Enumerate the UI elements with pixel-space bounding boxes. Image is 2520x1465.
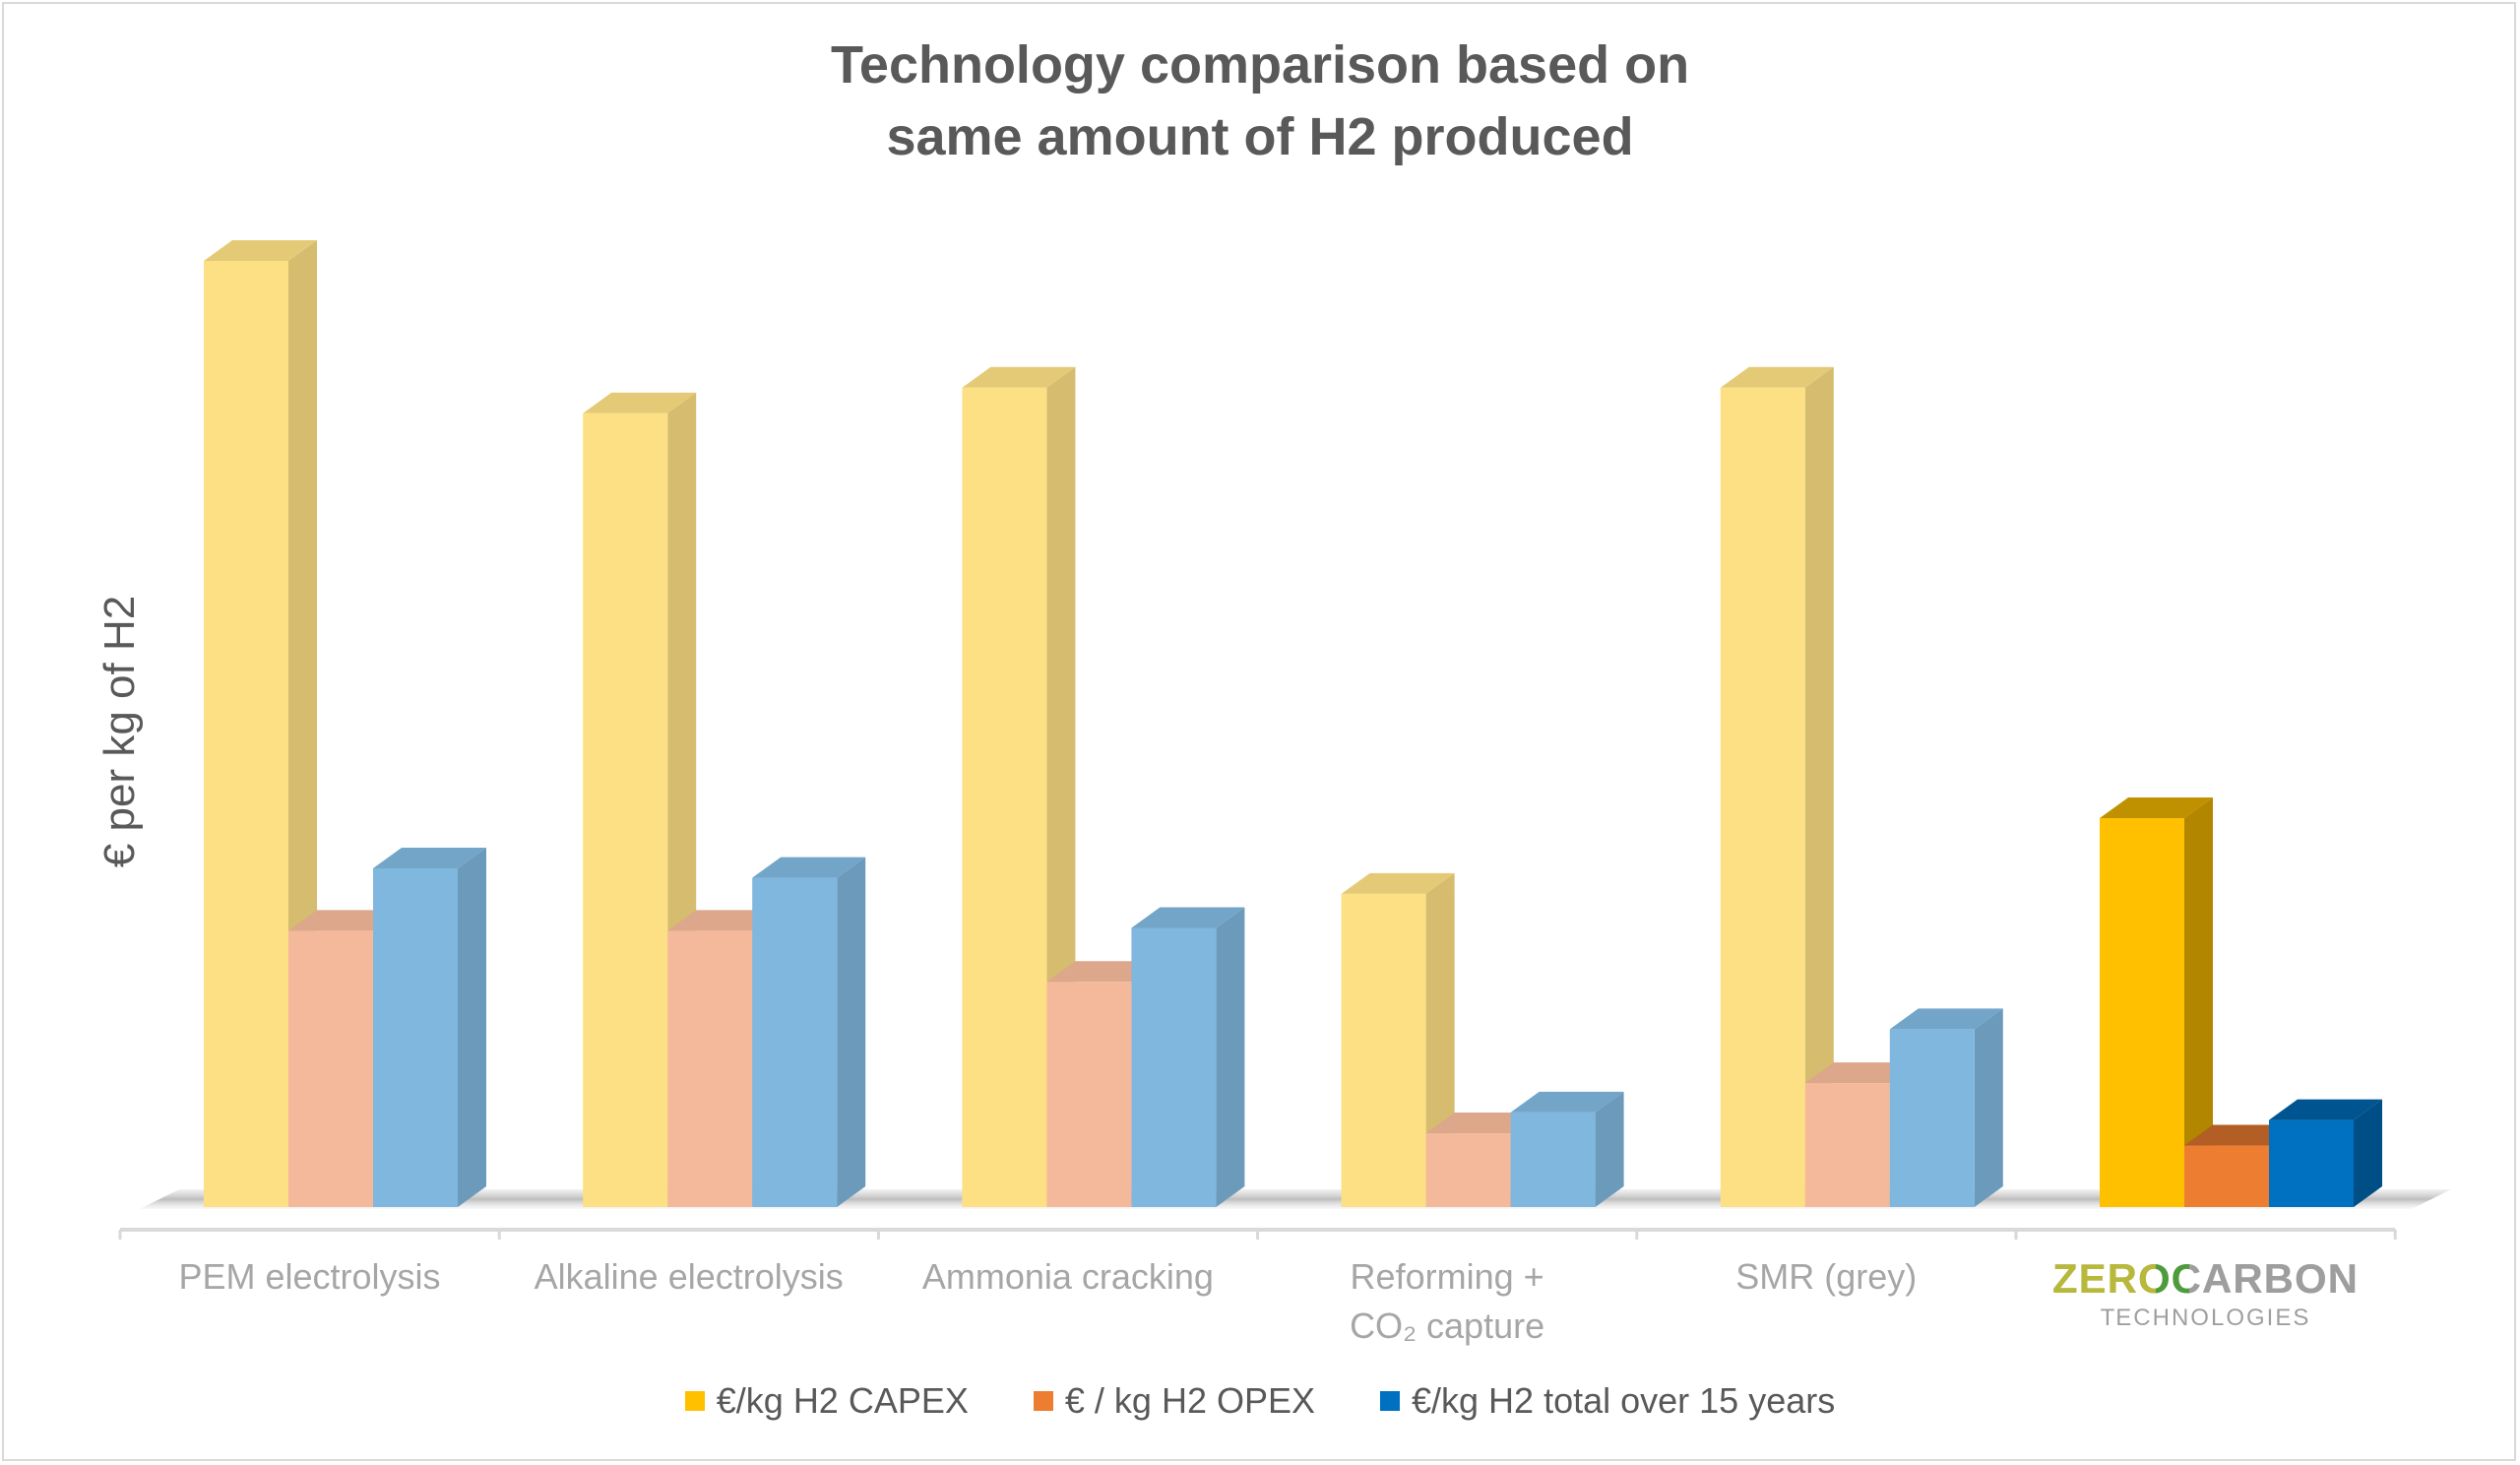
bar-top: [583, 392, 697, 414]
legend-item-opex: € / kg H2 OPEX: [1033, 1380, 1315, 1422]
bar-side: [1974, 1008, 2003, 1207]
bar-top: [1131, 907, 1245, 928]
bar-top: [2100, 797, 2213, 819]
bar-total: [1131, 927, 1217, 1207]
bar-top: [1341, 872, 1455, 894]
bar-top: [373, 847, 486, 868]
bar-opex: [1425, 1133, 1511, 1207]
bar-side: [2354, 1099, 2382, 1207]
bar-side: [837, 857, 866, 1207]
bar-side: [458, 847, 486, 1207]
bar-side: [1216, 907, 1245, 1207]
bar-side: [1595, 1091, 1624, 1207]
bar-opex: [288, 930, 373, 1207]
legend-item-total: €/kg H2 total over 15 years: [1380, 1380, 1835, 1422]
x-tick-label: SMR (grey): [1735, 1256, 1918, 1297]
bar-opex: [667, 930, 753, 1207]
bar-total: [752, 877, 838, 1207]
bar-opex: [2184, 1145, 2269, 1207]
bar-opex: [1046, 982, 1132, 1207]
legend-label-capex: €/kg H2 CAPEX: [716, 1380, 969, 1421]
bar-side: [1804, 366, 1834, 1207]
legend-label-total: €/kg H2 total over 15 years: [1412, 1380, 1836, 1421]
bar-capex: [1341, 893, 1426, 1207]
bar-top: [204, 240, 317, 261]
bar-top: [962, 366, 1076, 388]
legend-swatch-total: [1380, 1391, 1400, 1411]
legend-item-capex: €/kg H2 CAPEX: [684, 1380, 969, 1422]
bar-capex: [583, 413, 668, 1207]
x-tick-label: Ammonia cracking: [921, 1256, 1214, 1297]
x-tick-label: Reforming + CO₂ capture: [1350, 1256, 1545, 1346]
chart-title-line-1: Technology comparison based on: [830, 35, 1690, 95]
x-tick-label: PEM electrolysis: [178, 1256, 441, 1297]
chart-title: Technology comparison based on same amou…: [0, 30, 2520, 173]
bar-capex: [204, 261, 288, 1207]
bar-opex: [1804, 1083, 1890, 1207]
chart-title-line-2: same amount of H2 produced: [886, 107, 1634, 166]
bar-side: [2184, 797, 2213, 1207]
legend-label-opex: € / kg H2 OPEX: [1064, 1380, 1315, 1421]
legend-swatch-capex: [684, 1391, 705, 1411]
legend-swatch-opex: [1033, 1391, 1053, 1411]
x-tick-label: Alkaline electrolysis: [534, 1256, 844, 1297]
zerocarbon-logo: ZEROCARBON TECHNOLOGIES: [2016, 1254, 2395, 1333]
bar-top: [752, 857, 866, 878]
bar-top: [2269, 1099, 2382, 1120]
bar-capex: [2100, 818, 2184, 1207]
legend: €/kg H2 CAPEX € / kg H2 OPEX €/kg H2 tot…: [0, 1380, 2520, 1422]
bar-capex: [1720, 387, 1805, 1207]
bar-total: [2269, 1119, 2354, 1207]
bar-capex: [962, 387, 1047, 1207]
bar-top: [1510, 1091, 1624, 1113]
bar-total: [1889, 1029, 1975, 1207]
bar-top: [1720, 366, 1834, 388]
bar-total: [373, 867, 458, 1207]
bar-total: [1510, 1112, 1596, 1207]
bar-top: [1889, 1008, 2003, 1030]
